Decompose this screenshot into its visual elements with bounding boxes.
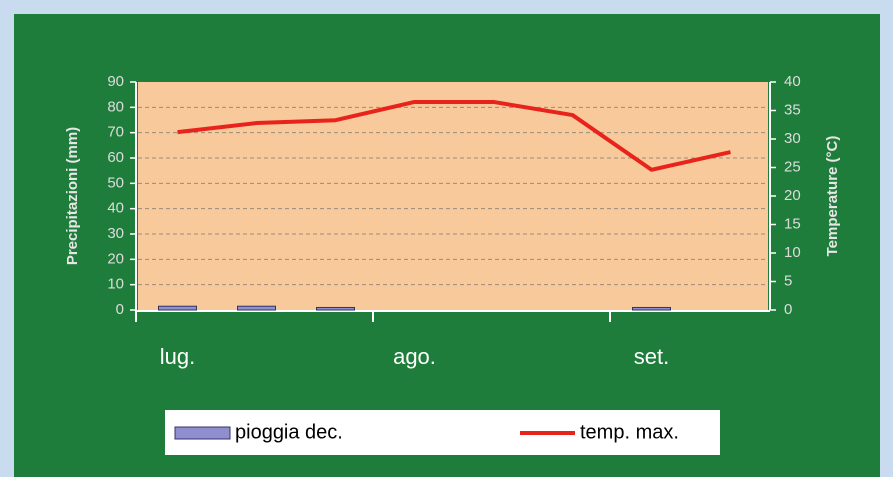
y2-tick-label: 20 [784,187,801,204]
plot-area [138,82,768,310]
y2-tick-label: 10 [784,244,801,261]
y2-tick-label: 35 [784,101,801,118]
y-tick-label: 90 [107,73,124,90]
bar [237,305,276,311]
y-tick-label: 60 [107,149,124,166]
y-tick-label: 70 [107,124,124,141]
y2-tick-label: 25 [784,158,801,175]
x-tick-label: ago. [393,344,436,369]
bar [632,306,671,311]
y-tick-label: 50 [107,174,124,191]
y-tick-label: 30 [107,225,124,242]
y-tick-label: 10 [107,276,124,293]
y-tick-label: 20 [107,250,124,267]
y2-tick-label: 0 [784,301,792,318]
y-tick-label: 40 [107,200,124,217]
y2-tick-label: 40 [784,73,801,90]
y2-tick-label: 30 [784,130,801,147]
y-tick-label: 80 [107,98,124,115]
legend-swatch [174,426,231,440]
y-tick-label: 0 [116,301,124,318]
y-axis-label: Precipitazioni (mm) [64,127,81,265]
y2-tick-label: 5 [784,272,792,289]
bar [158,305,197,311]
legend-label: temp. max. [580,421,679,443]
y2-axis-label: Temperature (°C) [824,136,841,257]
x-tick-label: lug. [160,344,195,369]
legend [165,410,720,455]
y2-tick-label: 15 [784,215,801,232]
bar [316,306,355,311]
x-tick-label: set. [634,344,669,369]
line [177,99,731,172]
legend-label: pioggia dec. [235,421,343,443]
